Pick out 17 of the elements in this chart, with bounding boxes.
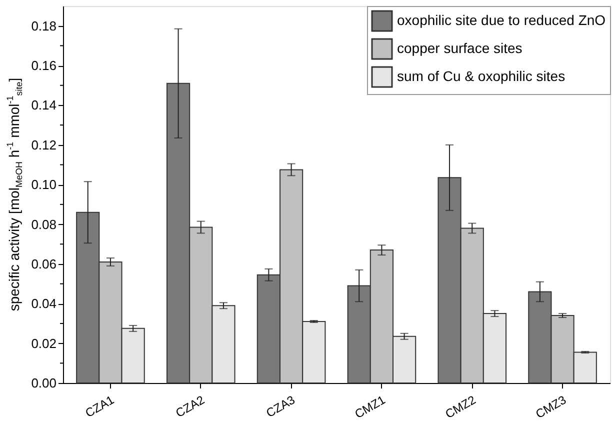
y-tick-label: 0.10 [31,177,56,192]
y-tick-label: 0.16 [31,58,56,74]
legend-label: copper surface sites [397,40,522,56]
legend-label: sum of Cu & oxophilic sites [397,68,566,84]
y-tick-label: 0.14 [31,98,56,113]
y-tick-label: 0.12 [31,137,56,152]
legend-label: oxophilic site due to reduced ZnO [397,12,606,28]
y-tick-label: 0.00 [31,376,56,390]
y-tick-label: 0.18 [31,18,56,34]
x-tick-label: CZA3 [264,392,298,420]
y-tick-label: 0.04 [31,296,56,312]
y-axis-title: specific activity [molMeOH h-1 mmol-1site] [5,78,24,312]
y-tick-label: 0.06 [31,256,56,272]
y-tick-label: 0.02 [31,336,56,351]
x-tick-label: CZA2 [173,392,208,420]
x-tick-label: CZA1 [82,392,117,420]
y-tick-label: 0.08 [31,216,56,232]
